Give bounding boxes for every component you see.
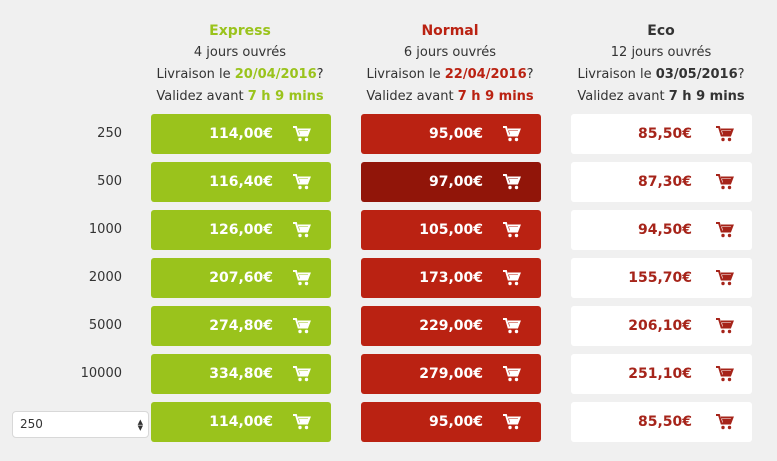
price-value: 334,80€ [209,366,273,382]
normal-price-cell[interactable]: 279,00€ [361,354,541,394]
cart-icon [503,126,521,142]
price-value: 155,70€ [628,270,692,286]
express-price-cell[interactable]: 114,00€ [151,114,331,154]
eco-price-cell[interactable]: 206,10€ [571,306,752,346]
cart-icon [716,126,734,142]
express-days: 4 jours ouvrés [193,45,287,60]
price-value: 173,00€ [419,270,483,286]
price-value: 95,00€ [428,414,483,430]
quantity-label: 500 [97,174,122,189]
quantity-label: 1000 [88,222,122,237]
quantity-label: 2000 [88,270,122,285]
express-title: Express [209,23,271,39]
eco-price-cell[interactable]: 94,50€ [571,210,752,250]
quantity-label: 10000 [80,366,122,381]
express-price-cell[interactable]: 116,40€ [151,162,331,202]
cart-icon [503,366,521,382]
eco-price-cell[interactable]: 251,10€ [571,354,752,394]
cart-icon [716,318,734,334]
cart-icon [716,174,734,190]
quantity-label: 250 [97,126,122,141]
cart-icon [503,414,521,430]
price-value: 85,50€ [637,414,692,430]
quantity-select-value: 250 [20,417,43,431]
eco-price-cell[interactable]: 85,50€ [571,114,752,154]
price-value: 229,00€ [419,318,483,334]
cart-icon [293,318,311,334]
up-down-arrows-icon: ▲ ▼ [137,418,143,432]
quantity-select[interactable]: 250 ▲ ▼ [12,411,149,438]
price-value: 251,10€ [628,366,692,382]
eco-validate: Validez avant 7 h 9 mins [577,89,745,104]
price-value: 114,00€ [209,414,273,430]
eco-price-cell[interactable]: 155,70€ [571,258,752,298]
eco-days: 12 jours ouvrés [610,45,712,60]
price-value: 85,50€ [637,126,692,142]
price-value: 94,50€ [637,222,692,238]
price-value: 95,00€ [428,126,483,142]
price-value: 274,80€ [209,318,273,334]
cart-icon [503,270,521,286]
eco-price-cell[interactable]: 87,30€ [571,162,752,202]
eco-time: 7 h 9 mins [668,89,745,104]
eco-price-cell[interactable]: 85,50€ [571,402,752,442]
express-delivery: Livraison le 20/04/2016? [156,67,324,82]
express-price-cell[interactable]: 126,00€ [151,210,331,250]
normal-date: 22/04/2016 [444,67,527,82]
price-value: 114,00€ [209,126,273,142]
eco-delivery: Livraison le 03/05/2016? [577,67,745,82]
price-value: 279,00€ [419,366,483,382]
cart-icon [293,126,311,142]
eco-title: Eco [647,23,675,39]
normal-price-cell[interactable]: 105,00€ [361,210,541,250]
normal-days: 6 jours ouvrés [403,45,497,60]
normal-price-cell[interactable]: 95,00€ [361,402,541,442]
express-time: 7 h 9 mins [247,89,324,104]
cart-icon [293,366,311,382]
eco-header: Eco 12 jours ouvrés Livraison le 03/05/2… [571,20,751,108]
cart-icon [293,270,311,286]
normal-time: 7 h 9 mins [457,89,534,104]
cart-icon [293,414,311,430]
cart-icon [293,222,311,238]
cart-icon [293,174,311,190]
cart-icon [716,366,734,382]
cart-icon [503,318,521,334]
price-value: 206,10€ [628,318,692,334]
normal-delivery: Livraison le 22/04/2016? [366,67,534,82]
cart-icon [503,222,521,238]
normal-price-cell[interactable]: 95,00€ [361,114,541,154]
normal-header: Normal 6 jours ouvrés Livraison le 22/04… [360,20,540,108]
express-header: Express 4 jours ouvrés Livraison le 20/0… [150,20,330,108]
express-price-cell[interactable]: 114,00€ [151,402,331,442]
price-value: 105,00€ [419,222,483,238]
express-date: 20/04/2016 [234,67,317,82]
normal-validate: Validez avant 7 h 9 mins [366,89,534,104]
cart-icon [716,414,734,430]
express-price-cell[interactable]: 274,80€ [151,306,331,346]
price-value: 87,30€ [637,174,692,190]
cart-icon [716,222,734,238]
eco-date: 03/05/2016 [655,67,738,82]
cart-icon [503,174,521,190]
express-price-cell[interactable]: 334,80€ [151,354,331,394]
quantity-label: 5000 [88,318,122,333]
cart-icon [716,270,734,286]
price-value: 207,60€ [209,270,273,286]
express-validate: Validez avant 7 h 9 mins [156,89,324,104]
price-value: 126,00€ [209,222,273,238]
normal-price-cell[interactable]: 97,00€ [361,162,541,202]
normal-price-cell[interactable]: 229,00€ [361,306,541,346]
normal-title: Normal [421,23,479,39]
normal-price-cell[interactable]: 173,00€ [361,258,541,298]
price-value: 116,40€ [209,174,273,190]
price-value: 97,00€ [428,174,483,190]
express-price-cell[interactable]: 207,60€ [151,258,331,298]
